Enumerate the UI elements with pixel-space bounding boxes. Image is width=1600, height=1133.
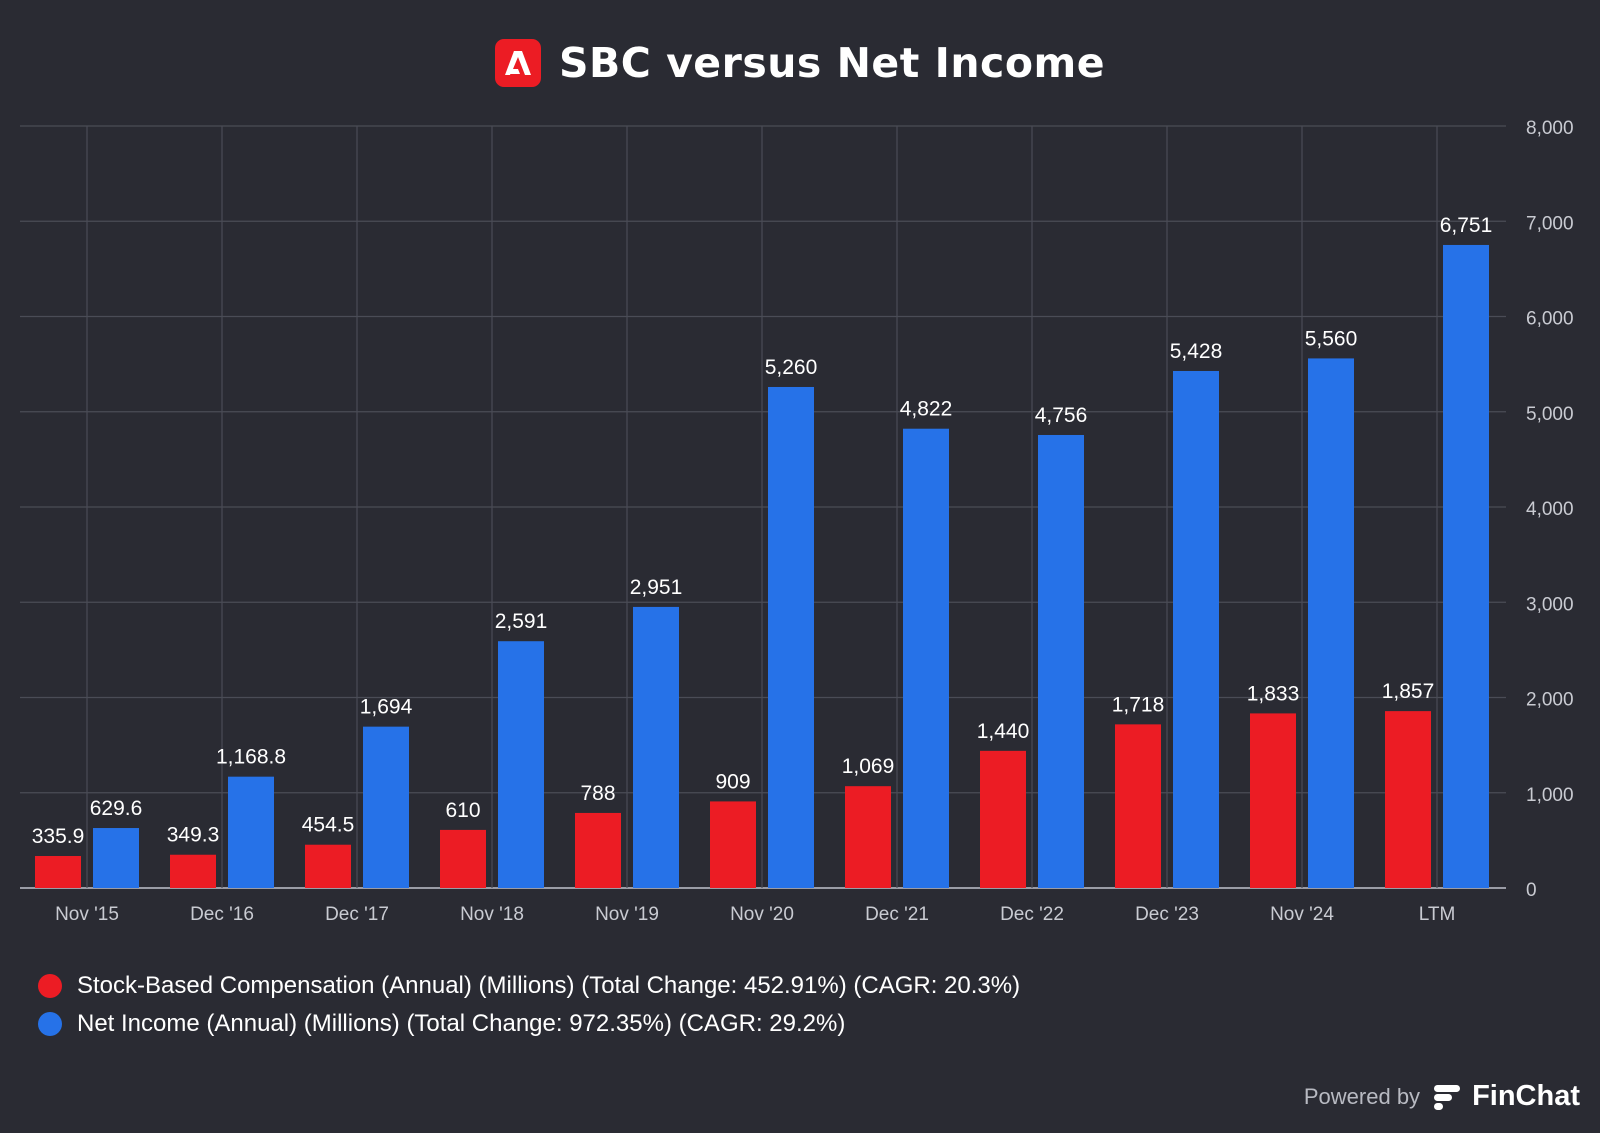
x-tick-label: LTM — [1419, 904, 1456, 925]
data-label-net-income: 4,822 — [900, 398, 953, 421]
chart-header: SBC versus Net Income — [0, 30, 1600, 96]
bar-sbc[interactable] — [35, 856, 81, 888]
bar-sbc[interactable] — [170, 854, 216, 888]
bar-sbc[interactable] — [305, 844, 351, 888]
x-tick-label: Dec '22 — [1000, 904, 1064, 925]
bar-net-income[interactable] — [1038, 434, 1084, 888]
bar-net-income[interactable] — [93, 828, 139, 888]
y-tick-label: 4,000 — [1526, 499, 1574, 520]
data-label-net-income: 6,751 — [1440, 214, 1493, 237]
data-label-sbc: 1,833 — [1247, 682, 1300, 705]
legend-item-sbc[interactable]: Stock-Based Compensation (Annual) (Milli… — [38, 967, 1020, 1005]
data-label-net-income: 4,756 — [1035, 404, 1088, 427]
legend-item-net-income[interactable]: Net Income (Annual) (Millions) (Total Ch… — [38, 1005, 1020, 1043]
bar-net-income[interactable] — [1308, 358, 1354, 888]
x-tick-label: Nov '24 — [1270, 904, 1334, 925]
x-tick-label: Nov '19 — [595, 904, 659, 925]
data-label-sbc: 788 — [580, 782, 615, 805]
data-label-sbc: 335.9 — [32, 825, 85, 848]
bar-net-income[interactable] — [1173, 370, 1219, 888]
y-tick-label: 1,000 — [1526, 785, 1574, 806]
legend-label-sbc: Stock-Based Compensation (Annual) (Milli… — [77, 972, 1021, 999]
data-label-net-income: 2,591 — [495, 610, 548, 633]
data-label-net-income: 629.6 — [90, 797, 143, 820]
data-label-sbc: 610 — [445, 799, 480, 822]
data-label-sbc: 1,440 — [977, 720, 1030, 743]
axes: 0 1,000 2,000 3,000 4,000 5,000 6,000 7,000 8,00… — [55, 118, 1573, 925]
data-label-net-income: 5,428 — [1170, 340, 1223, 363]
chart-title: SBC versus Net Income — [558, 39, 1106, 87]
bar-net-income[interactable] — [633, 606, 679, 888]
bar-sbc[interactable] — [845, 786, 891, 888]
bars — [35, 244, 1489, 888]
data-label-sbc: 1,857 — [1382, 680, 1435, 703]
x-tick-label: Dec '21 — [865, 904, 929, 925]
x-tick-label: Dec '16 — [190, 904, 254, 925]
finchat-logo-icon — [1434, 1084, 1461, 1110]
powered-by[interactable]: Powered by FinChat — [1304, 1080, 1580, 1113]
bar-net-income[interactable] — [498, 641, 544, 888]
x-tick-label: Nov '18 — [460, 904, 524, 925]
data-label-sbc: 1,069 — [842, 755, 895, 778]
finchat-brand: FinChat — [1472, 1080, 1580, 1112]
x-tick-label: Dec '23 — [1135, 904, 1199, 925]
powered-by-text: Powered by — [1303, 1083, 1421, 1109]
legend-label-net-income: Net Income (Annual) (Millions) (Total Ch… — [77, 1010, 846, 1037]
data-label-net-income: 1,694 — [360, 696, 413, 719]
bar-net-income[interactable] — [768, 386, 814, 888]
data-label-net-income: 2,951 — [630, 576, 683, 599]
data-label-net-income: 5,260 — [765, 356, 818, 379]
bar-net-income[interactable] — [903, 428, 949, 888]
y-tick-label: 7,000 — [1526, 213, 1574, 234]
adobe-logo-icon — [494, 39, 541, 87]
bar-net-income[interactable] — [228, 776, 274, 888]
bar-net-income[interactable] — [363, 726, 409, 888]
x-tick-label: Dec '17 — [325, 904, 389, 925]
bar-sbc[interactable] — [440, 829, 486, 888]
data-label-net-income: 5,560 — [1305, 327, 1358, 350]
bar-sbc[interactable] — [1250, 713, 1296, 888]
y-tick-label: 6,000 — [1526, 309, 1574, 330]
data-label-sbc: 909 — [715, 770, 750, 793]
y-tick-label: 3,000 — [1526, 594, 1574, 615]
data-labels: 335.9 349.3 454.5 610 788 909 1,069 1,440 1,718 1… — [32, 214, 1493, 848]
y-tick-label: 8,000 — [1526, 118, 1574, 139]
bar-sbc[interactable] — [710, 801, 756, 888]
y-tick-label: 0 — [1526, 880, 1537, 901]
data-label-sbc: 454.5 — [302, 814, 355, 837]
bar-sbc[interactable] — [1385, 711, 1431, 888]
data-label-sbc: 1,718 — [1112, 693, 1165, 716]
bar-net-income[interactable] — [1443, 244, 1489, 888]
y-tick-label: 2,000 — [1526, 690, 1574, 711]
legend: Stock-Based Compensation (Annual) (Milli… — [38, 967, 1020, 1043]
y-tick-label: 5,000 — [1526, 404, 1574, 425]
x-tick-label: Nov '15 — [55, 904, 119, 925]
data-label-net-income: 1,168.8 — [216, 746, 286, 769]
bar-sbc[interactable] — [575, 812, 621, 888]
bar-sbc[interactable] — [1115, 724, 1161, 888]
legend-dot-net-income — [38, 1012, 62, 1036]
data-label-sbc: 349.3 — [167, 824, 220, 847]
grid-lines — [20, 125, 1506, 889]
bar-sbc[interactable] — [980, 750, 1026, 888]
legend-dot-sbc — [38, 974, 62, 998]
x-tick-label: Nov '20 — [730, 904, 794, 925]
